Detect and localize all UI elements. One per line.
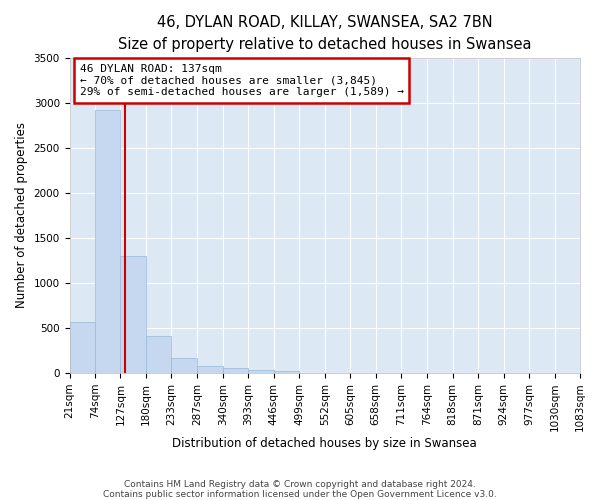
Bar xyxy=(70,322,95,373)
Bar xyxy=(223,368,248,373)
Bar xyxy=(146,336,172,373)
Y-axis label: Number of detached properties: Number of detached properties xyxy=(15,122,28,308)
Bar xyxy=(197,366,223,373)
Bar xyxy=(172,358,197,373)
Bar xyxy=(95,110,121,373)
Bar xyxy=(274,372,299,373)
Text: 46 DYLAN ROAD: 137sqm
← 70% of detached houses are smaller (3,845)
29% of semi-d: 46 DYLAN ROAD: 137sqm ← 70% of detached … xyxy=(80,64,404,97)
Text: Contains HM Land Registry data © Crown copyright and database right 2024.
Contai: Contains HM Land Registry data © Crown c… xyxy=(103,480,497,499)
Bar xyxy=(248,370,274,373)
Bar xyxy=(121,256,146,373)
Title: 46, DYLAN ROAD, KILLAY, SWANSEA, SA2 7BN
Size of property relative to detached h: 46, DYLAN ROAD, KILLAY, SWANSEA, SA2 7BN… xyxy=(118,15,532,52)
X-axis label: Distribution of detached houses by size in Swansea: Distribution of detached houses by size … xyxy=(172,437,477,450)
